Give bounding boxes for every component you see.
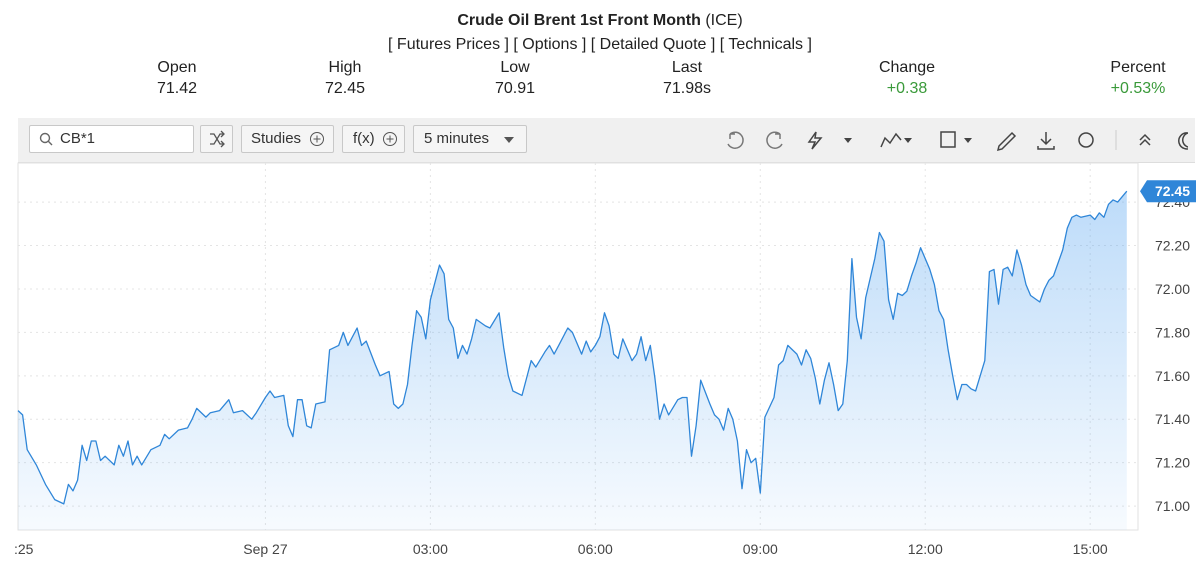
link[interactable]: [ Detailed Quote ] — [590, 36, 716, 53]
collapse-icon[interactable] — [1139, 133, 1151, 146]
stat: Percent +0.53% — [1058, 57, 1200, 99]
plus-icon — [383, 132, 397, 146]
stat-label: High — [328, 59, 362, 76]
stat-value: 70.91 — [494, 80, 536, 97]
last-price-label: 72.45 — [1155, 183, 1190, 199]
download-icon[interactable] — [1037, 132, 1055, 150]
y-tick-label: 71.40 — [1155, 411, 1190, 427]
links: [ Futures Prices ] [ Options ] [ Detaile… — [0, 36, 1200, 54]
y-tick-label: 71.20 — [1155, 455, 1190, 471]
area — [18, 191, 1127, 530]
stat-label: Low — [500, 59, 530, 76]
x-tick-label: 12:00 — [908, 541, 943, 557]
x-tick-label: 06:00 — [578, 541, 613, 557]
y-tick-label: 72.00 — [1155, 281, 1190, 297]
fx-button[interactable]: f(x) — [342, 125, 405, 153]
compare-button[interactable] — [200, 125, 233, 153]
caret — [504, 137, 514, 143]
title: Crude Oil Brent 1st Front Month (ICE) — [0, 12, 1200, 30]
search-icon — [39, 132, 53, 146]
exchange: (ICE) — [705, 12, 743, 29]
link[interactable]: [ Futures Prices ] — [388, 36, 509, 53]
stat: High 72.45 — [265, 57, 425, 99]
x-tick-label: 15:00 — [1073, 541, 1108, 557]
title-text: Crude Oil Brent 1st Front Month — [457, 12, 701, 29]
y-tick-label: 72.20 — [1155, 238, 1190, 254]
stat-label: Open — [157, 59, 197, 76]
x-tick-label: :25 — [14, 541, 34, 557]
stat: Low 70.91 — [435, 57, 595, 99]
link[interactable]: [ Technicals ] — [719, 36, 812, 53]
symbol: CB*1 — [60, 130, 96, 147]
undo-icon[interactable] — [727, 131, 744, 149]
theme-icon[interactable] — [1178, 132, 1188, 150]
line — [17, 190, 1128, 505]
stat: Open 71.42 — [97, 57, 257, 99]
plus-icon — [310, 132, 324, 146]
draw-icon[interactable] — [996, 131, 1017, 152]
stat-value: +0.38 — [886, 80, 928, 97]
stat-value: 71.42 — [156, 80, 198, 97]
stat-value: 71.98s — [662, 80, 712, 97]
stat-label: Last — [671, 59, 703, 76]
shuffle-icon — [210, 130, 225, 148]
interval: 5 minutes — [424, 130, 490, 147]
x-tick-label: 03:00 — [413, 541, 448, 557]
interval-button[interactable]: 5 minutes — [413, 125, 527, 153]
toolbar: CB*1 Studies f(x) 5 minutes — [18, 118, 1195, 163]
stat-label: Percent — [1110, 59, 1166, 76]
link[interactable]: [ Options ] — [513, 36, 587, 53]
studies: Studies — [251, 130, 302, 147]
fx: f(x) — [353, 130, 375, 147]
y-tick-label: 71.60 — [1155, 368, 1190, 384]
x-tick-label: Sep 27 — [243, 541, 288, 557]
chart-type-icon[interactable] — [880, 132, 902, 148]
settings-icon[interactable] — [1078, 132, 1094, 148]
flash-icon[interactable] — [807, 131, 823, 150]
studies-button[interactable]: Studies — [241, 125, 334, 153]
stat: Change +0.38 — [827, 57, 987, 99]
stat: Last 71.98s — [607, 57, 767, 99]
y-tick-label: 71.80 — [1155, 324, 1190, 340]
redo-icon[interactable] — [766, 131, 783, 149]
symbol-search[interactable]: CB*1 — [29, 125, 194, 153]
layout-icon[interactable] — [940, 131, 956, 148]
toolbar-icons — [727, 130, 1188, 152]
x-tick-label: 09:00 — [743, 541, 778, 557]
stat-value: +0.53% — [1110, 80, 1166, 97]
y-tick-label: 71.00 — [1155, 498, 1190, 514]
last-price-badge — [1140, 180, 1196, 203]
stat-value: 72.45 — [324, 80, 366, 97]
chart: 71.0071.2071.4071.6071.8072.0072.2072.40… — [14, 162, 1196, 557]
stat-label: Change — [878, 59, 936, 76]
